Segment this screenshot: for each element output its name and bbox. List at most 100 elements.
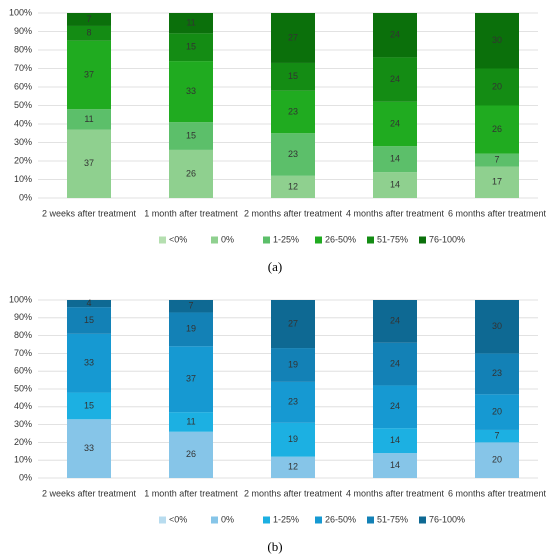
legend-label: 51-75%	[377, 514, 408, 524]
y-tick-label: 40%	[14, 401, 32, 411]
bar-segment	[373, 13, 417, 58]
data-label: 11	[186, 18, 195, 28]
bar-segment	[373, 101, 417, 147]
data-label: 19	[288, 434, 298, 444]
legend-swatch	[159, 236, 166, 244]
data-label: 19	[186, 324, 196, 334]
legend-swatch	[315, 516, 322, 524]
y-tick-label: 30%	[14, 137, 32, 147]
y-tick-label: 100%	[9, 294, 32, 304]
legend-swatch	[211, 516, 218, 524]
bar-segment	[475, 442, 519, 478]
bar-segment	[169, 412, 213, 432]
legend-swatch	[367, 236, 374, 244]
bar-segment	[271, 348, 315, 382]
bar-segment	[169, 300, 213, 313]
y-tick-label: 10%	[14, 174, 32, 184]
bar-segment	[271, 381, 315, 423]
bar-segment	[67, 25, 111, 41]
bar-segment	[67, 40, 111, 110]
y-tick-label: 20%	[14, 155, 32, 165]
bar-segment	[67, 129, 111, 198]
x-tick-label: 6 months after treatment	[448, 208, 547, 218]
legend-swatch	[159, 516, 166, 524]
y-tick-label: 80%	[14, 44, 32, 54]
bar-segment	[169, 13, 213, 34]
data-label: 20	[492, 455, 502, 465]
bar-segment	[475, 105, 519, 154]
bar-segment	[373, 428, 417, 454]
data-label: 24	[390, 316, 400, 326]
data-label: 7	[188, 301, 193, 311]
data-label: 37	[186, 374, 196, 384]
bar-segment	[67, 13, 111, 26]
bar-segment	[67, 109, 111, 130]
data-label: 14	[390, 435, 400, 445]
y-tick-label: 60%	[14, 366, 32, 376]
data-label: 27	[288, 318, 298, 328]
bar-segment	[271, 300, 315, 349]
bar-segment	[475, 13, 519, 69]
data-label: 37	[84, 158, 94, 168]
y-tick-label: 100%	[9, 7, 32, 17]
legend-label: 0%	[221, 234, 234, 244]
bar-segment	[169, 431, 213, 478]
y-tick-label: 70%	[14, 63, 32, 73]
bar-segment	[169, 346, 213, 413]
x-tick-label: 2 weeks after treatment	[42, 208, 137, 218]
x-tick-label: 4 months after treatment	[346, 208, 445, 218]
y-tick-label: 40%	[14, 118, 32, 128]
bar-segment	[271, 175, 315, 198]
data-label: 37	[84, 69, 94, 79]
bar-segment	[67, 392, 111, 420]
y-tick-label: 0%	[19, 472, 32, 482]
data-label: 12	[288, 181, 298, 191]
data-label: 23	[492, 368, 502, 378]
data-label: 26	[492, 124, 502, 134]
data-label: 15	[84, 315, 94, 325]
data-label: 24	[390, 74, 400, 84]
data-label: 24	[390, 30, 400, 40]
legend-label: <0%	[169, 234, 187, 244]
bar-segment	[169, 61, 213, 123]
data-label: 7	[86, 14, 91, 24]
data-label: 26	[186, 168, 196, 178]
y-tick-label: 20%	[14, 437, 32, 447]
bar-segment	[169, 33, 213, 62]
x-tick-label: 4 months after treatment	[346, 488, 445, 498]
y-tick-label: 0%	[19, 192, 32, 202]
x-tick-label: 6 months after treatment	[448, 488, 547, 498]
data-label: 24	[390, 118, 400, 128]
x-tick-label: 2 months after treatment	[244, 208, 343, 218]
data-label: 33	[84, 358, 94, 368]
data-label: 15	[288, 71, 298, 81]
bar-segment	[373, 146, 417, 173]
bar-segment	[169, 149, 213, 198]
y-tick-label: 80%	[14, 330, 32, 340]
data-label: 26	[186, 449, 196, 459]
bar-segment	[373, 342, 417, 386]
y-tick-label: 70%	[14, 348, 32, 358]
caption: (a)	[268, 259, 282, 274]
data-label: 14	[390, 460, 400, 470]
legend-swatch	[263, 516, 270, 524]
legend-label: 51-75%	[377, 234, 408, 244]
bar-segment	[67, 419, 111, 478]
legend-swatch	[419, 236, 426, 244]
bar-segment	[169, 312, 213, 347]
legend-label: 0%	[221, 514, 234, 524]
bar-segment	[475, 353, 519, 395]
legend-label: 76-100%	[429, 514, 465, 524]
y-tick-label: 90%	[14, 312, 32, 322]
bar-segment	[271, 133, 315, 176]
bar-segment	[271, 456, 315, 478]
bar-segment	[169, 122, 213, 150]
data-label: 14	[390, 179, 400, 189]
y-tick-label: 60%	[14, 81, 32, 91]
y-tick-label: 50%	[14, 383, 32, 393]
data-label: 20	[492, 81, 502, 91]
bar-segment	[373, 453, 417, 478]
data-label: 8	[86, 28, 91, 38]
data-label: 24	[390, 358, 400, 368]
legend-swatch	[367, 516, 374, 524]
